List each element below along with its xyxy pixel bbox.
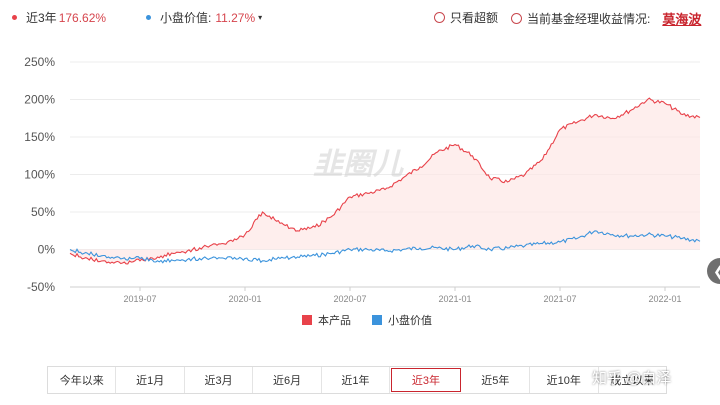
x-tick-label: 2022-01 [648, 294, 681, 304]
scroll-left-button[interactable]: ❮ [707, 258, 720, 284]
x-tick-label: 2019-07 [123, 294, 156, 304]
series2-value: 11.27% [215, 10, 256, 25]
x-tick-label: 2020-07 [333, 294, 366, 304]
chevron-left-icon: ❮ [713, 263, 720, 280]
x-axis-labels: 2019-07 2020-01 2020-07 2021-01 2021-07 2022-… [123, 287, 682, 304]
tab-period[interactable]: 近6月 [253, 367, 322, 393]
watermark-site: 知乎 @白泽 [592, 370, 672, 387]
x-tick-label: 2020-01 [228, 294, 261, 304]
legend-label: 本产品 [318, 313, 351, 327]
period-tabs: 今年以来 近1月 近3月 近6月 近1年 近3年 近5年 近10年 成立以来 [47, 366, 667, 394]
excess-only-label: 只看超额 [450, 11, 499, 25]
series1-value: 176.62% [58, 10, 107, 25]
y-tick-label: 50% [31, 205, 55, 219]
chart-legend: 本产品 小盘价值 [302, 313, 432, 327]
legend-swatch [372, 315, 382, 325]
series1-label: 近3年 [26, 11, 57, 25]
tab-period[interactable]: 成立以来 [610, 375, 655, 387]
series2-summary[interactable]: 小盘价值: 11.27% ▾ [146, 9, 262, 26]
chevron-down-icon[interactable]: ▾ [258, 13, 263, 22]
tab-period[interactable]: 今年以来 [48, 367, 117, 393]
chart-header: 近3年 176.62% 小盘价值: 11.27% ▾ 只看超额 当前基金经理收益… [0, 0, 720, 32]
tab-period[interactable]: 近5年 [462, 367, 531, 393]
return-line-chart: -50% 0% 50% 100% 150% 200% 250% 2019-07 2020-01… [24, 55, 701, 327]
series1-dot-icon [12, 15, 17, 20]
watermark-logo: 韭圈儿 [313, 147, 404, 182]
manager-name-link[interactable]: 莫海波 [662, 12, 702, 27]
y-tick-label: 0% [38, 243, 56, 257]
y-tick-label: 200% [24, 93, 55, 107]
y-tick-label: 250% [24, 55, 55, 69]
legend-label: 小盘价值 [388, 313, 432, 327]
radio-manager-icon[interactable] [511, 13, 522, 24]
y-axis-labels: -50% 0% 50% 100% 150% 200% 250% [24, 55, 55, 294]
y-tick-label: 100% [24, 168, 55, 182]
tab-period[interactable]: 近1年 [322, 367, 391, 393]
tab-period[interactable]: 近10年 [530, 367, 599, 393]
series1-summary: 近3年 176.62% [12, 9, 106, 26]
series-line-product [69, 97, 701, 265]
series2-dot-icon [146, 15, 151, 20]
tab-period[interactable]: 近3月 [185, 367, 254, 393]
manager-return-label: 当前基金经理收益情况: [527, 12, 651, 26]
radio-excess-icon[interactable] [434, 12, 445, 23]
x-tick-label: 2021-01 [438, 294, 471, 304]
tab-period[interactable]: 近3年 [391, 368, 461, 392]
series-area-product [70, 98, 700, 264]
excess-only-option[interactable]: 只看超额 [434, 9, 498, 26]
y-tick-label: 150% [24, 130, 55, 144]
chart-series [69, 97, 701, 265]
x-tick-label: 2021-07 [543, 294, 576, 304]
series2-label: 小盘价值: [160, 11, 212, 25]
y-tick-label: -50% [27, 280, 55, 294]
tab-period[interactable]: 近1月 [116, 367, 185, 393]
legend-swatch [302, 315, 312, 325]
series-line-index [69, 230, 701, 264]
manager-return-option[interactable]: 当前基金经理收益情况: 莫海波 [511, 9, 701, 28]
